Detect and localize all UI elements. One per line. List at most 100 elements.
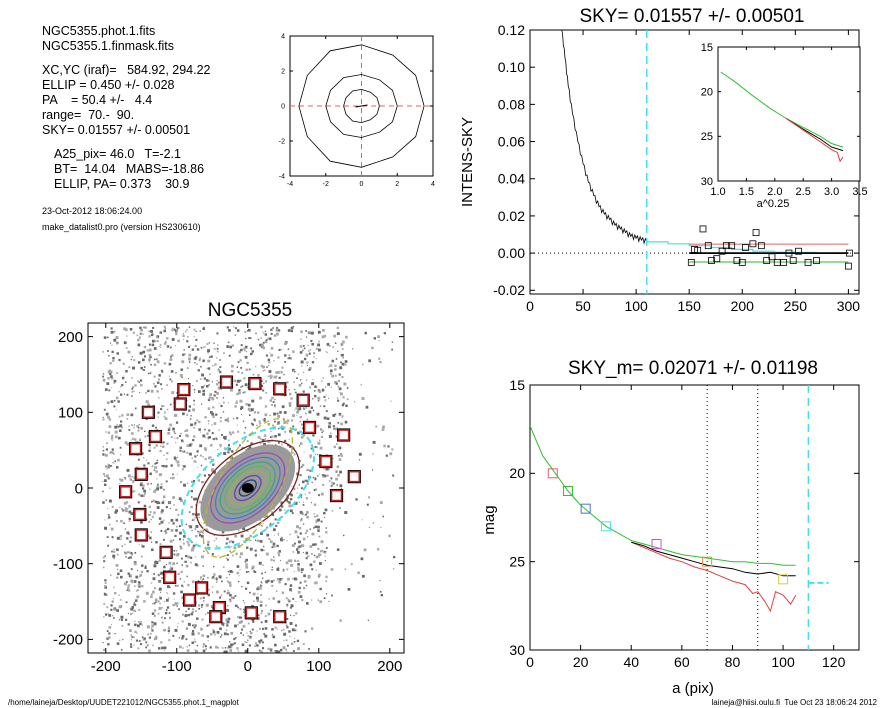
galaxy-noise-pixel: [240, 344, 243, 347]
galaxy-noise-pixel: [308, 366, 312, 370]
galaxy-noise-pixel: [238, 391, 241, 395]
galaxy-noise-pixel: [239, 444, 241, 447]
galaxy-noise-pixel: [121, 376, 125, 380]
galaxy-noise-pixel: [209, 632, 213, 636]
galaxy-noise-pixel: [340, 354, 342, 356]
galaxy-noise-pixel: [202, 393, 206, 396]
galaxy-noise-pixel: [280, 538, 283, 542]
galaxy-noise-pixel: [181, 564, 184, 566]
galaxy-noise-pixel: [127, 623, 130, 626]
galaxy-noise-pixel: [286, 540, 288, 542]
galaxy-noise-pixel: [140, 328, 143, 332]
galaxy-noise-pixel: [271, 404, 273, 406]
galaxy-noise-pixel: [299, 345, 303, 348]
inset-frame: [717, 46, 861, 182]
galaxy-noise-pixel: [109, 499, 112, 503]
galaxy-noise-pixel: [151, 624, 155, 628]
galaxy-noise-pixel: [202, 578, 205, 580]
galaxy-noise-pixel: [200, 576, 202, 578]
galaxy-noise-pixel: [260, 384, 264, 388]
galaxy-noise-pixel: [211, 381, 214, 383]
galaxy-noise-pixel: [311, 481, 313, 484]
galaxy-noise-pixel: [243, 602, 246, 604]
galaxy-noise-pixel: [112, 434, 114, 436]
galaxy-noise-pixel: [265, 381, 267, 383]
galaxy-noise-pixel: [313, 352, 316, 355]
galaxy-noise-pixel: [193, 626, 196, 629]
galaxy-noise-pixel: [288, 389, 290, 391]
galaxy-noise-pixel: [190, 505, 193, 509]
galaxy-noise-pixel: [263, 382, 265, 385]
galaxy-noise-pixel: [251, 548, 253, 550]
galaxy-noise-pixel: [104, 475, 106, 477]
galaxy-ytick-label: 100: [58, 405, 83, 422]
galaxy-noise-pixel: [272, 401, 275, 403]
galaxy-noise-pixel: [313, 527, 315, 529]
galaxy-noise-pixel: [134, 630, 137, 634]
galaxy-noise-pixel: [380, 526, 382, 528]
galaxy-noise-pixel: [194, 638, 196, 640]
galaxy-noise-pixel: [233, 379, 237, 383]
galaxy-noise-pixel: [109, 362, 112, 365]
galaxy-noise-pixel: [135, 639, 139, 642]
galaxy-noise-pixel: [246, 529, 249, 532]
galaxy-noise-pixel: [108, 464, 110, 467]
galaxy-noise-pixel: [325, 575, 328, 579]
galaxy-noise-pixel: [219, 420, 222, 423]
galaxy-noise-pixel: [128, 510, 132, 514]
galaxy-noise-pixel: [188, 405, 192, 408]
galaxy-noise-pixel: [324, 516, 326, 518]
galaxy-noise-pixel: [153, 573, 155, 575]
galaxy-noise-pixel: [248, 337, 251, 339]
galaxy-noise-pixel: [202, 649, 206, 653]
galaxy-noise-pixel: [217, 344, 219, 346]
galaxy-noise-pixel: [309, 545, 313, 548]
galaxy-noise-pixel: [166, 408, 169, 411]
galaxy-noise-pixel: [144, 326, 147, 329]
galaxy-noise-pixel: [258, 539, 261, 543]
galaxy-noise-pixel: [162, 495, 166, 499]
galaxy-noise-pixel: [207, 359, 211, 363]
galaxy-noise-pixel: [268, 598, 270, 600]
galaxy-noise-pixel: [262, 418, 265, 421]
galaxy-noise-pixel: [251, 350, 254, 353]
galaxy-noise-pixel: [148, 358, 151, 361]
galaxy-noise-pixel: [165, 528, 168, 531]
galaxy-noise-pixel: [241, 413, 243, 415]
galaxy-noise-pixel: [345, 335, 348, 339]
galaxy-noise-pixel: [246, 351, 248, 353]
galaxy-noise-pixel: [293, 577, 297, 581]
galaxy-noise-pixel: [130, 536, 133, 539]
galaxy-noise-pixel: [182, 465, 184, 467]
galaxy-noise-pixel: [313, 513, 315, 515]
galaxy-noise-pixel: [320, 520, 323, 523]
galaxy-noise-pixel: [150, 531, 153, 534]
galaxy-noise-pixel: [316, 454, 318, 456]
galaxy-noise-pixel: [182, 334, 185, 338]
galaxy-noise-pixel: [244, 649, 248, 653]
sky-point: [763, 257, 771, 264]
galaxy-noise-pixel: [389, 452, 393, 456]
galaxy-noise-pixel: [130, 512, 134, 516]
galaxy-noise-pixel: [290, 397, 293, 400]
sky-point: [752, 229, 760, 237]
galaxy-noise-pixel: [195, 535, 198, 538]
galaxy-noise-pixel: [375, 425, 378, 428]
galaxy-noise-pixel: [229, 649, 233, 652]
galaxy-noise-pixel: [306, 515, 309, 519]
galaxy-noise-pixel: [185, 523, 188, 526]
galaxy-noise-pixel: [328, 366, 330, 368]
sky-box: [273, 610, 287, 624]
galaxy-noise-pixel: [317, 330, 321, 334]
galaxy-noise-pixel: [230, 631, 234, 635]
galaxy-noise-pixel: [150, 389, 154, 393]
galaxy-noise-pixel: [358, 459, 361, 461]
galaxy-noise-pixel: [262, 564, 264, 567]
galaxy-noise-pixel: [110, 527, 114, 531]
galaxy-noise-pixel: [124, 618, 128, 621]
galaxy-noise-pixel: [133, 427, 135, 429]
galaxy-noise-pixel: [186, 649, 190, 652]
mag-xtick-label: 80: [725, 654, 741, 670]
